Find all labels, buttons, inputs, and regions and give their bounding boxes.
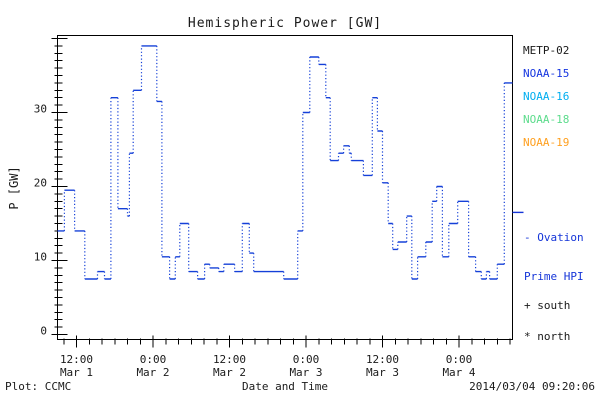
x-tick-time-label: 12:00 (213, 353, 246, 366)
legend-item-metp-02: METP-02 (523, 44, 570, 57)
ovation-label: - Ovation Prime HPI (524, 205, 584, 309)
y-tick-label: 30 (34, 103, 47, 116)
legend-item-noaa-18: NOAA-18 (523, 113, 570, 126)
x-tick-time-label: 12:00 (366, 353, 399, 366)
legend-item-noaa-16: NOAA-16 (523, 90, 570, 103)
y-axis-label: P [GW] (7, 166, 21, 210)
footer-timestamp: 2014/03/04 09:20:06 (469, 380, 595, 393)
y-tick-label: 20 (34, 177, 47, 190)
legend-item-noaa-15: NOAA-15 (523, 67, 570, 80)
chart-title: Hemispheric Power [GW] (187, 16, 383, 31)
hpi-step-curve (57, 45, 513, 280)
y-tick-label: 10 (34, 251, 47, 264)
ovation-label-line2: Prime HPI (524, 270, 584, 283)
x-tick-time-label: 12:00 (60, 353, 93, 366)
hpi-step-connectors (63, 45, 505, 279)
plot-frame (57, 35, 513, 340)
x-tick-date-label: Mar 2 (136, 366, 169, 379)
y-tick-label: 0 (40, 325, 47, 338)
south-marker-label: + south (524, 299, 571, 312)
x-tick-date-label: Mar 2 (213, 366, 246, 379)
ovation-label-line1: - Ovation (524, 231, 584, 244)
x-tick-date-label: Mar 4 (442, 366, 475, 379)
x-axis-label: Date and Time (241, 380, 329, 393)
satellite-legend: METP-02 NOAA-15 NOAA-16 NOAA-18 NOAA-19 (523, 44, 569, 159)
x-tick-date-label: Mar 3 (366, 366, 399, 379)
footer-plot-source: Plot: CCMC (5, 380, 72, 393)
x-tick-time-label: 0:00 (446, 353, 473, 366)
legend-item-noaa-19: NOAA-19 (523, 136, 570, 149)
x-tick-time-label: 0:00 (140, 353, 167, 366)
x-tick-date-label: Mar 3 (289, 366, 322, 379)
x-tick-date-label: Mar 1 (60, 366, 93, 379)
x-tick-time-label: 0:00 (293, 353, 320, 366)
north-marker-label: * north (524, 330, 571, 343)
